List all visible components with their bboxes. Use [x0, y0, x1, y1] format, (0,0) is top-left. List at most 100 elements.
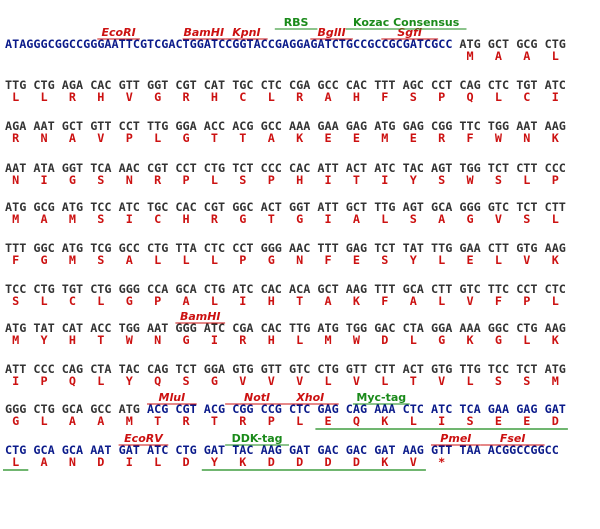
- amino-acid: S: [97, 253, 104, 267]
- amino-acid: V: [268, 374, 275, 388]
- codon: CCT: [516, 282, 537, 296]
- amino-acid: A: [325, 294, 332, 308]
- amino-acid: A: [69, 414, 76, 428]
- codon: TCA: [459, 402, 480, 416]
- codon: TGT: [516, 78, 537, 92]
- amino-acid: E: [353, 131, 360, 145]
- codon: TAT: [403, 241, 424, 255]
- codon: CCC: [261, 161, 282, 175]
- amino-acid: I: [325, 212, 332, 226]
- codon: AAG: [403, 443, 424, 457]
- codon: GCC: [90, 402, 111, 416]
- amino-acid: G: [183, 333, 190, 347]
- codon: GAA: [317, 119, 338, 133]
- codon: ATG: [459, 37, 480, 51]
- amino-acid: M: [69, 212, 76, 226]
- amino-acid: L: [41, 90, 48, 104]
- amino-acid: P: [126, 131, 133, 145]
- codon: GTG: [516, 241, 537, 255]
- amino-acid: A: [97, 414, 104, 428]
- codon: GGG: [175, 321, 196, 335]
- codon: ATG: [5, 321, 26, 335]
- amino-acid: N: [523, 131, 530, 145]
- amino-acid: S: [438, 173, 445, 187]
- codon: ACC: [90, 321, 111, 335]
- amino-acid: S: [410, 212, 417, 226]
- codon: GAG: [403, 119, 424, 133]
- amino-acid: G: [296, 212, 303, 226]
- codon: GCC: [261, 119, 282, 133]
- codon: TGG: [488, 119, 509, 133]
- codon: GTT: [261, 362, 282, 376]
- amino-acid: R: [69, 90, 77, 104]
- amino-acid: G: [438, 333, 445, 347]
- amino-acid: L: [97, 374, 104, 388]
- site-label: BglII: [317, 26, 345, 39]
- codon: AAT: [147, 321, 168, 335]
- codon: AGC: [403, 78, 424, 92]
- amino-acid: W: [353, 333, 361, 347]
- amino-acid: L: [296, 414, 303, 428]
- codon: CAC: [90, 78, 111, 92]
- codon: ATG: [62, 200, 83, 214]
- codon: ATC: [374, 161, 395, 175]
- amino-acid: I: [552, 90, 559, 104]
- codon: AAG: [545, 321, 566, 335]
- codon: TCT: [516, 362, 537, 376]
- amino-acid: E: [467, 253, 474, 267]
- codon: ATA: [33, 161, 54, 175]
- amino-acid: N: [69, 455, 76, 469]
- codon: GAT: [119, 443, 140, 457]
- amino-acid: H: [268, 294, 275, 308]
- codon: AAG: [545, 241, 566, 255]
- codon: GGG: [261, 241, 282, 255]
- codon: CTC: [488, 78, 509, 92]
- amino-acid: S: [97, 173, 104, 187]
- amino-acid: F: [495, 294, 502, 308]
- amino-acid: H: [353, 90, 360, 104]
- amino-acid: T: [211, 131, 218, 145]
- codon: AAA: [374, 402, 395, 416]
- amino-acid: A: [325, 90, 332, 104]
- codon: CAC: [175, 200, 196, 214]
- codon: CTT: [545, 200, 566, 214]
- amino-acid: T: [353, 173, 360, 187]
- amino-acid: C: [523, 90, 530, 104]
- codon: TCC: [488, 362, 509, 376]
- amino-acid: P: [239, 253, 246, 267]
- codon: TTC: [488, 282, 509, 296]
- amino-acid: P: [268, 173, 275, 187]
- feature-label: Kozac Consensus: [353, 16, 460, 29]
- amino-acid: M: [467, 49, 474, 63]
- codon: ATG: [62, 241, 83, 255]
- codon: CTG: [147, 241, 168, 255]
- amino-acid: T: [154, 414, 161, 428]
- amino-acid: G: [12, 414, 19, 428]
- amino-acid: A: [41, 455, 48, 469]
- amino-acid: P: [41, 374, 48, 388]
- codon: TCT: [516, 200, 537, 214]
- site-label: BamHI: [184, 26, 225, 39]
- amino-acid: M: [69, 253, 76, 267]
- amino-acid: P: [268, 414, 275, 428]
- codon: TTT: [317, 241, 338, 255]
- codon: ATG: [317, 321, 338, 335]
- amino-acid: P: [552, 173, 559, 187]
- codon: GCA: [62, 402, 83, 416]
- codon: GGA: [204, 362, 225, 376]
- codon: TTG: [5, 78, 26, 92]
- site-label: BamHI: [180, 310, 221, 323]
- amino-acid: I: [126, 212, 133, 226]
- trailer-sequence: ACGGCCGGCC: [488, 443, 559, 457]
- amino-acid: L: [523, 173, 530, 187]
- codon: AAC: [119, 161, 140, 175]
- amino-acid: V: [410, 455, 417, 469]
- codon: TTC: [459, 119, 480, 133]
- codon: GCT: [488, 37, 509, 51]
- codon: GAT: [374, 443, 395, 457]
- amino-acid: G: [183, 131, 190, 145]
- codon: GCT: [346, 200, 367, 214]
- amino-acid: C: [69, 294, 76, 308]
- codon: GTT: [119, 78, 140, 92]
- amino-acid: G: [211, 374, 218, 388]
